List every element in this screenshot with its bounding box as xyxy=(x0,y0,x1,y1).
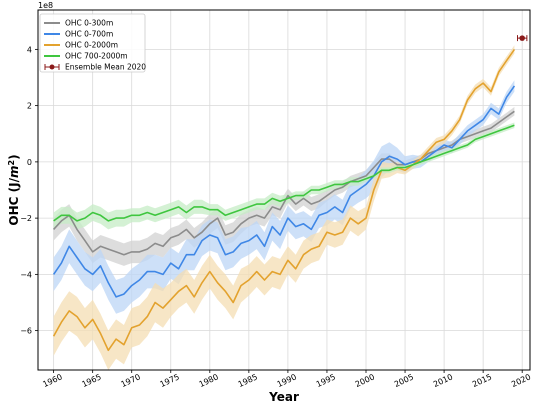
x-axis-label: Year xyxy=(268,390,299,404)
y-scale-label: 1e8 xyxy=(38,1,53,10)
y-tick-label: −2 xyxy=(20,214,32,223)
y-axis-label-close: ) xyxy=(7,154,21,159)
y-tick-label: −4 xyxy=(20,270,32,279)
plot-frame xyxy=(37,9,531,371)
uncertainty-band xyxy=(53,80,515,314)
legend-label-ensemble: Ensemble Mean 2020 xyxy=(65,63,146,72)
y-tick-label: 4 xyxy=(27,45,32,54)
series-line xyxy=(52,48,516,352)
y-tick-label: 0 xyxy=(27,158,32,167)
uncertainty-bands xyxy=(53,45,515,370)
legend: OHC 0-300m OHC 0-700m OHC 0-2000m OHC 700-2… xyxy=(39,13,146,73)
ensemble-mean-point xyxy=(519,35,525,41)
series-lines xyxy=(52,48,516,352)
legend-label: OHC 0-700m xyxy=(65,30,113,39)
series-line xyxy=(53,124,515,222)
legend-label: OHC 0-2000m xyxy=(65,41,118,50)
y-axis-label-exponent: 2 xyxy=(7,160,16,166)
y-axis-label: OHC (J/m2) xyxy=(7,154,21,225)
legend-box xyxy=(39,13,146,73)
uncertainty-band xyxy=(53,122,515,230)
legend-ensemble-point xyxy=(49,64,55,70)
y-tick-label: 2 xyxy=(27,102,32,111)
uncertainty-band xyxy=(53,45,515,370)
y-tick-label: −6 xyxy=(20,327,32,336)
y-axis-label-unit: m xyxy=(7,165,21,178)
legend-label: OHC 0-300m xyxy=(65,19,113,28)
y-axis-label-main: OHC (J/ xyxy=(7,177,21,225)
ensemble-marker-layer xyxy=(517,35,528,42)
series-line xyxy=(52,85,516,298)
legend-label: OHC 700-2000m xyxy=(65,52,128,61)
